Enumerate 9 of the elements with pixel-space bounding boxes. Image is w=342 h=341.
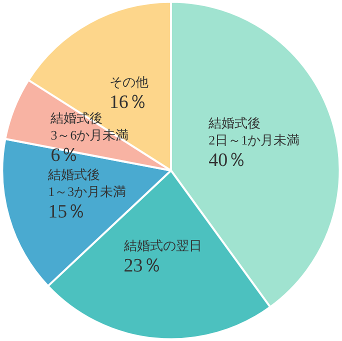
data-label: 40％ (208, 150, 247, 171)
slice-label: 結婚式後 2日～1か月未満 (208, 115, 300, 148)
data-label: 16％ (109, 92, 148, 113)
slice-label: 結婚式の翌日 (122, 238, 202, 254)
slice-label: その他 (109, 74, 148, 90)
slice-label: 結婚式後 3～6か月未満 (50, 110, 129, 142)
data-label: 15％ (48, 201, 86, 222)
slice-label: 結婚式後 1～3か月未満 (47, 166, 126, 199)
data-label: 23％ (124, 256, 162, 277)
